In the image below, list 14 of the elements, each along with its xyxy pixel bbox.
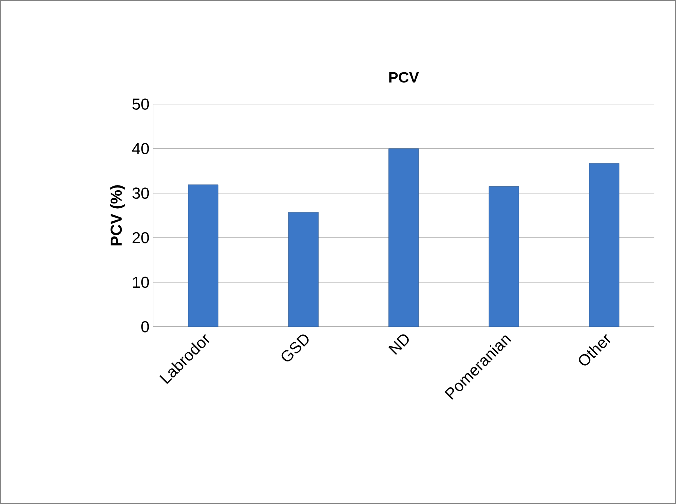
y-tick-label: 50 (132, 98, 150, 110)
y-axis-title: PCV (%) (110, 185, 126, 246)
y-tick-label: 0 (142, 321, 150, 333)
y-tick-label: 20 (132, 232, 150, 244)
bar (488, 186, 520, 327)
bar (388, 148, 420, 327)
chart-title: PCV (390, 72, 420, 83)
bar (188, 184, 219, 327)
y-tick-label: 40 (132, 143, 150, 154)
y-tick-label: 30 (132, 188, 150, 199)
bar (589, 163, 620, 327)
x-tick-label: ND (388, 334, 409, 355)
bar (288, 212, 319, 327)
y-tick-label: 10 (133, 276, 150, 288)
